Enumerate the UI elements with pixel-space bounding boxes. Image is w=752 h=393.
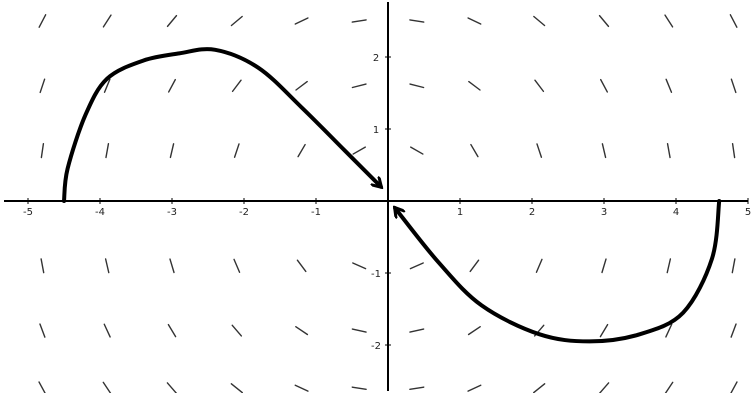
- slope-mark: [233, 143, 240, 158]
- slope-mark: [535, 258, 543, 273]
- slope-mark: [601, 258, 607, 274]
- slope-mark: [730, 381, 738, 393]
- slope-mark: [730, 78, 737, 94]
- slope-mark: [166, 14, 178, 28]
- slope-mark: [409, 328, 425, 333]
- slope-mark: [409, 83, 425, 89]
- slope-mark: [169, 143, 175, 159]
- y-tick-label: 2: [373, 53, 379, 64]
- x-tick-label: -3: [167, 207, 177, 218]
- slope-mark: [598, 14, 610, 28]
- slope-mark: [168, 78, 176, 93]
- slope-mark: [599, 323, 609, 338]
- slope-mark: [295, 326, 309, 336]
- slope-mark: [731, 142, 736, 159]
- slope-mark: [409, 262, 424, 270]
- slope-mark: [468, 80, 481, 91]
- slope-mark: [294, 384, 309, 392]
- slope-mark: [230, 383, 243, 393]
- slope-mark: [730, 323, 737, 338]
- slope-mark: [665, 323, 673, 338]
- y-tick-label: -1: [371, 269, 381, 280]
- slope-mark: [469, 259, 480, 273]
- slope-mark: [231, 324, 243, 337]
- slope-mark: [351, 386, 367, 390]
- slope-mark: [600, 78, 608, 93]
- x-tick-label: 3: [601, 207, 607, 218]
- slope-mark: [729, 14, 738, 28]
- slope-mark: [352, 146, 366, 155]
- slope-mark: [598, 382, 610, 393]
- slope-mark: [665, 78, 673, 93]
- slope-mark: [296, 259, 307, 273]
- slope-mark: [467, 17, 482, 25]
- slope-mark: [103, 323, 111, 338]
- slope-mark: [38, 381, 46, 393]
- slope-mark: [351, 328, 367, 333]
- slope-mark: [601, 143, 607, 159]
- slope-mark: [409, 19, 425, 23]
- slope-mark: [467, 384, 482, 392]
- slope-mark: [104, 258, 110, 274]
- slope-mark: [533, 383, 546, 393]
- slope-mark: [230, 15, 243, 27]
- slope-mark: [410, 146, 424, 155]
- slope-mark: [231, 79, 242, 93]
- x-tick-label: -4: [95, 207, 105, 218]
- slope-mark: [38, 14, 47, 28]
- slope-mark: [470, 143, 479, 158]
- slope-mark: [102, 381, 112, 393]
- slope-mark: [167, 323, 177, 338]
- solution-curve-lower: [395, 199, 722, 344]
- slope-mark: [534, 79, 545, 93]
- slope-mark: [294, 17, 309, 25]
- x-tick-label: 5: [745, 207, 751, 218]
- slope-mark: [39, 78, 46, 94]
- slope-mark: [105, 143, 110, 159]
- slope-mark: [467, 326, 481, 336]
- slope-mark: [666, 258, 672, 274]
- slope-mark: [664, 14, 674, 28]
- slope-mark: [233, 258, 241, 273]
- slope-mark: [166, 382, 178, 393]
- y-tick-label: 1: [373, 125, 379, 136]
- x-tick-label: -1: [311, 207, 321, 218]
- slope-mark: [533, 15, 546, 27]
- slope-mark: [103, 78, 111, 93]
- solution-curve-upper: [62, 47, 381, 203]
- slope-mark: [297, 143, 306, 158]
- slope-mark: [102, 14, 112, 28]
- y-tick-label: -2: [371, 341, 381, 352]
- x-tick-label: -5: [23, 207, 33, 218]
- slope-mark: [40, 142, 45, 159]
- x-tick-label: 2: [529, 207, 535, 218]
- slope-mark: [352, 262, 367, 270]
- slope-mark: [295, 80, 308, 91]
- slope-mark: [409, 386, 425, 390]
- slope-mark: [40, 258, 45, 274]
- slope-mark: [731, 258, 736, 274]
- x-tick-label: 1: [457, 207, 463, 218]
- slope-mark: [351, 19, 367, 23]
- slope-mark: [664, 381, 674, 393]
- x-tick-label: 4: [673, 207, 679, 218]
- slope-mark: [351, 83, 367, 89]
- slope-mark: [666, 143, 671, 159]
- slope-mark: [39, 323, 46, 338]
- x-tick-label: -2: [239, 207, 249, 218]
- slope-mark: [169, 258, 175, 274]
- slope-mark: [536, 143, 543, 158]
